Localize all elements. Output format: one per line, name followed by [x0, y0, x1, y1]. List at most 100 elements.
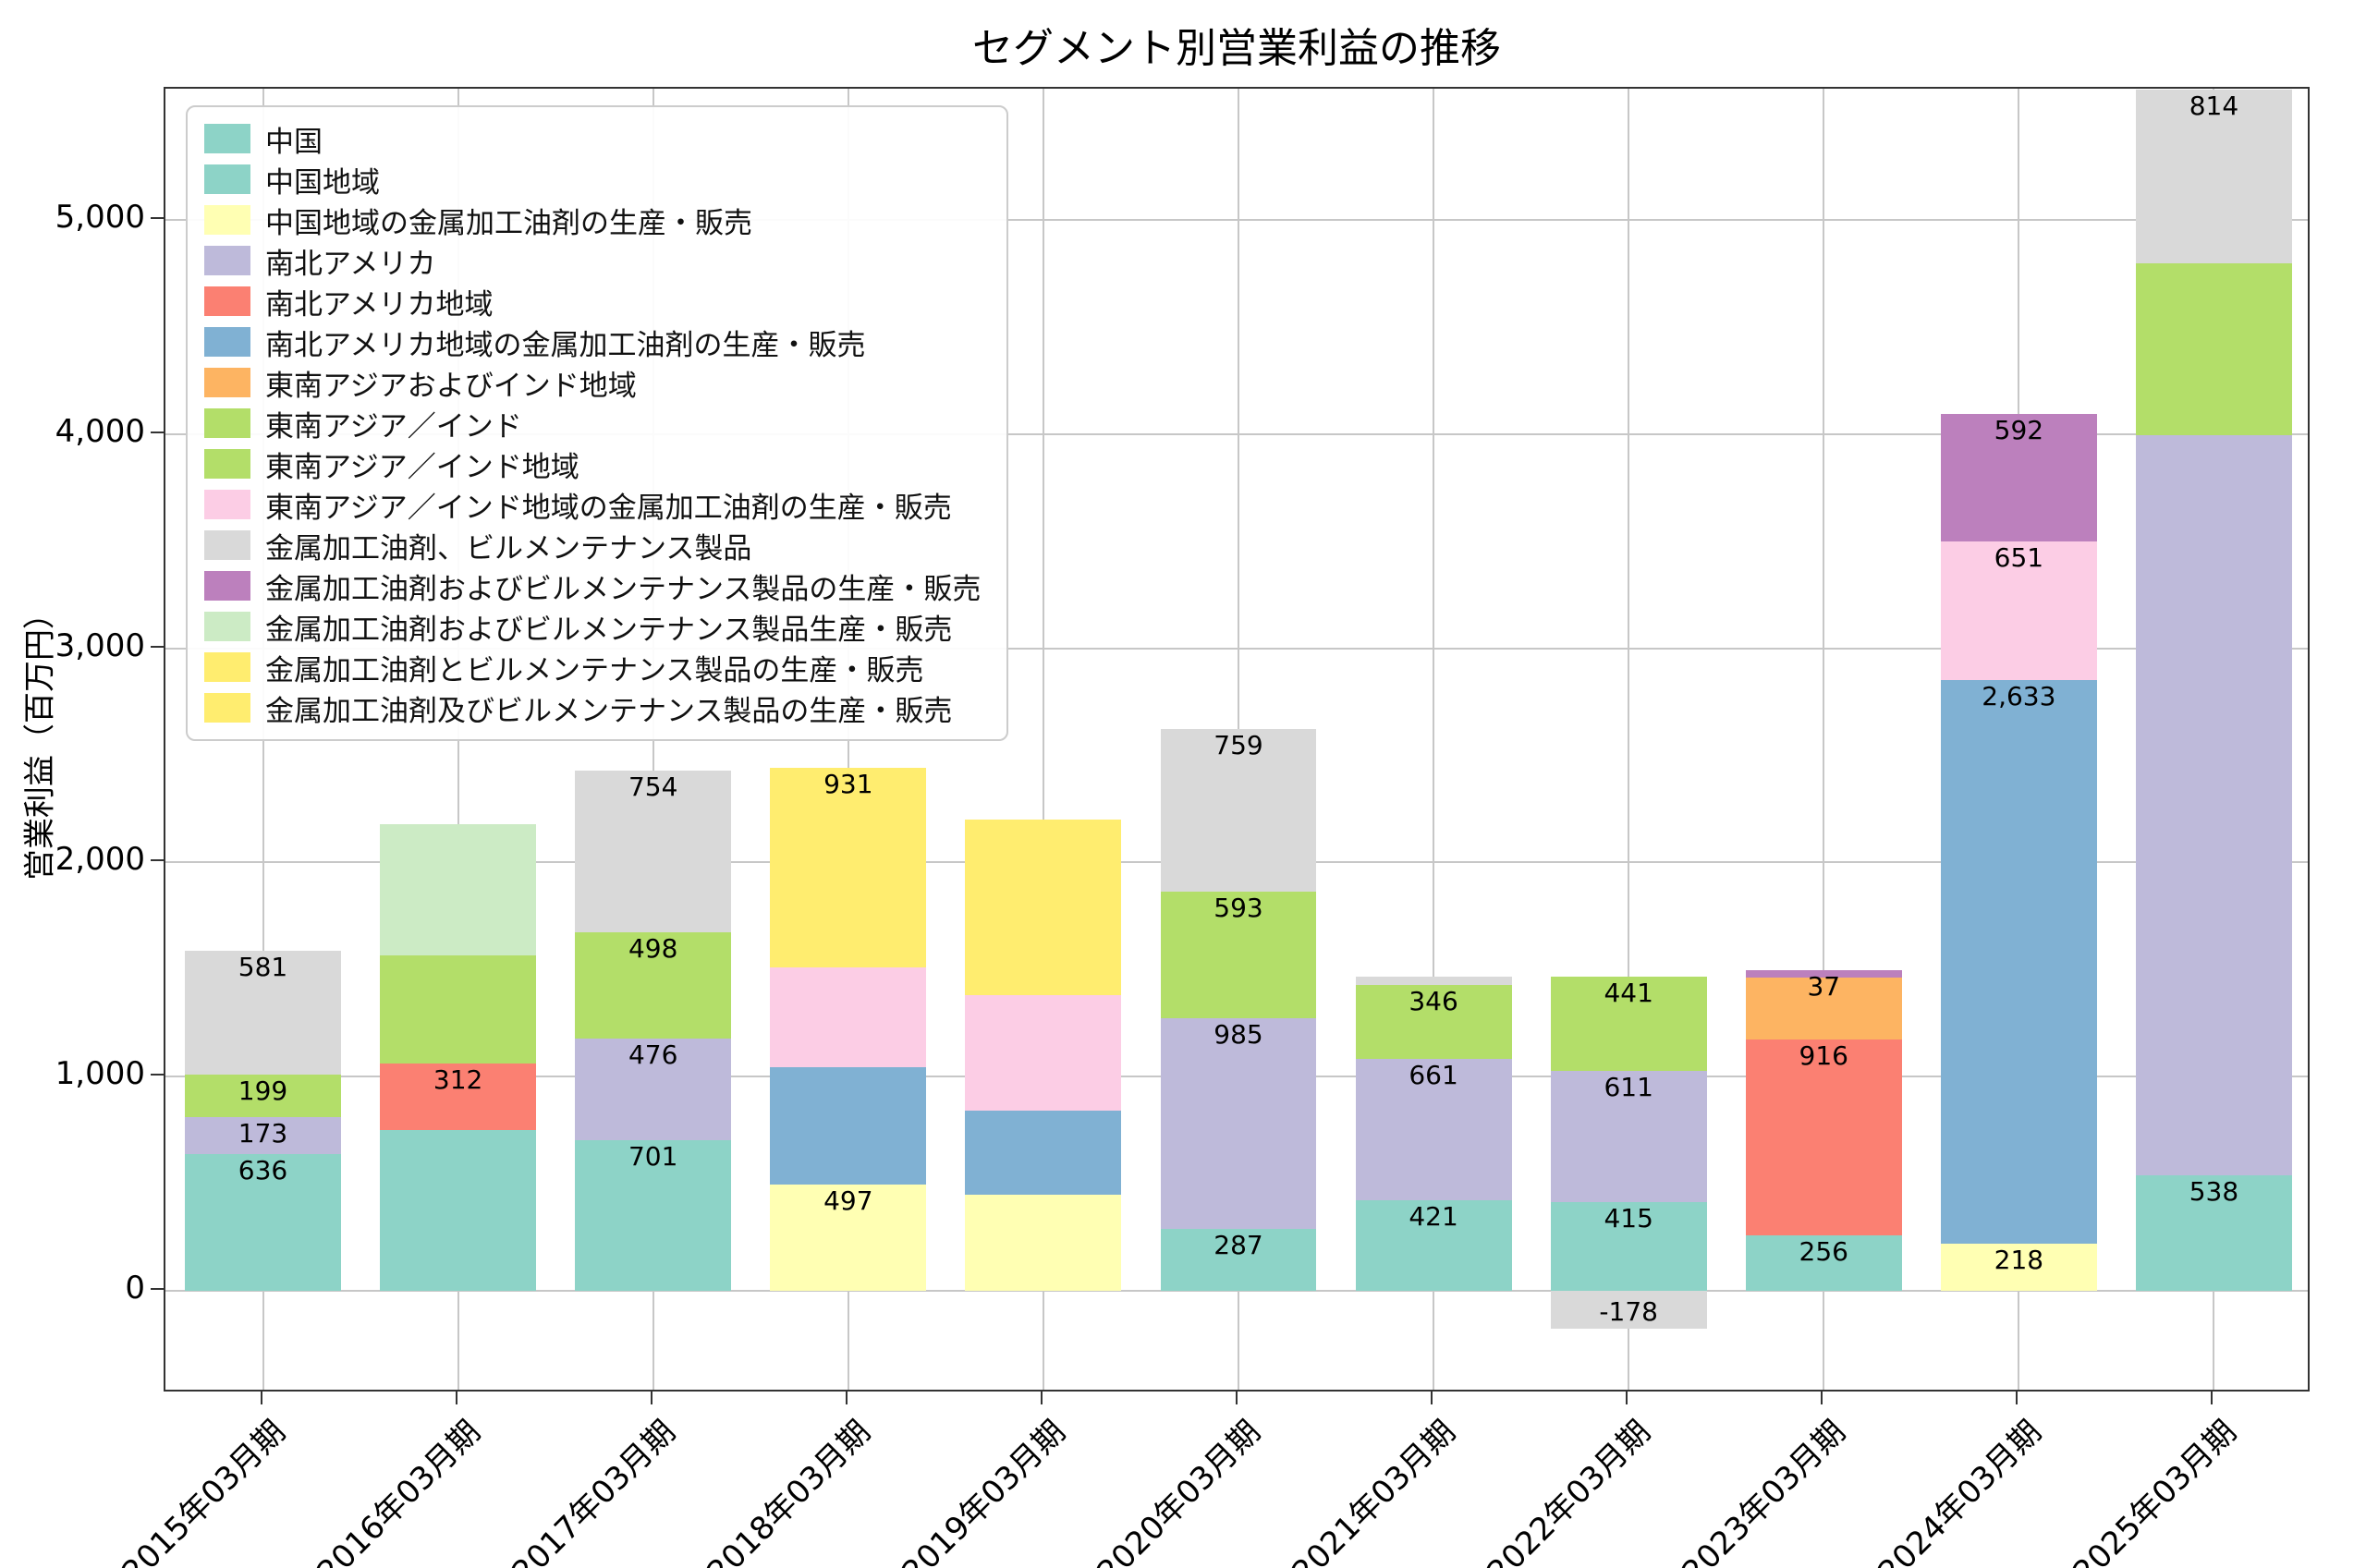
legend-row: 中国 [204, 118, 981, 159]
legend-swatch [204, 693, 250, 723]
bar-value-label: 931 [823, 768, 873, 799]
legend-swatch [204, 286, 250, 316]
x-tick-mark [1626, 1392, 1628, 1404]
bar-segment [575, 931, 732, 1039]
x-tick-label: 2021年03月期 [1285, 1413, 1464, 1568]
legend-label: 中国 [265, 125, 323, 159]
legend-row: 東南アジア／インド [204, 403, 981, 444]
bar-segment [2136, 263, 2292, 435]
legend-label: 東南アジア／インド地域の金属加工油剤の生産・販売 [265, 491, 952, 525]
gridline-horizontal [165, 219, 2308, 222]
bar-value-label: 312 [433, 1064, 483, 1095]
legend-label: 金属加工油剤およびビルメンテナンス製品生産・販売 [265, 613, 953, 647]
legend-label: 中国地域 [265, 165, 380, 200]
bar-value-label: 441 [1604, 977, 1653, 1008]
legend-swatch [204, 327, 250, 357]
legend-row: 南北アメリカ地域の金属加工油剤の生産・販売 [204, 322, 981, 362]
bar-value-label: 592 [1994, 415, 2044, 446]
bar-segment [185, 1117, 341, 1155]
bar-value-label: 218 [1994, 1245, 2044, 1276]
legend-row: 金属加工油剤およびビルメンテナンス製品の生産・販売 [204, 565, 981, 606]
x-tick-label: 2020年03月期 [1090, 1413, 1268, 1568]
y-tick-label: 1,000 [55, 1055, 145, 1093]
bar-segment [380, 824, 537, 955]
bar-segment [1550, 1071, 1707, 1202]
bar-value-label: 346 [1409, 985, 1458, 1016]
y-tick-label: 3,000 [55, 626, 145, 664]
y-tick-mark [151, 859, 164, 862]
x-tick-mark [1040, 1392, 1043, 1404]
x-tick-label: 2015年03月期 [115, 1413, 293, 1568]
legend-row: 東南アジア／インド地域 [204, 444, 981, 484]
bar-segment [1745, 1235, 1902, 1291]
bar-segment [1550, 976, 1707, 1072]
bar-segment [2136, 1175, 2292, 1291]
legend-swatch [204, 571, 250, 601]
bar-segment [770, 966, 927, 1068]
bar-value-label: 759 [1213, 729, 1263, 760]
y-tick-mark [151, 432, 164, 434]
bar-segment [965, 1194, 1122, 1291]
bar-segment [380, 1130, 537, 1291]
bar-segment [770, 1067, 927, 1185]
bar-segment [965, 820, 1122, 996]
gridline-vertical [1433, 89, 1435, 1390]
plot-area: 636 173 199 581 312 701 476 498 754 497 931 287 985 5… [164, 87, 2310, 1392]
legend-swatch [204, 612, 250, 641]
bar-value-label: 814 [2189, 90, 2239, 121]
bar-segment [1355, 984, 1512, 1060]
bar-segment [1355, 976, 1512, 985]
bar-segment [380, 954, 537, 1064]
bar-value-label: 498 [628, 932, 678, 964]
bar-value-label: 985 [1213, 1019, 1263, 1051]
legend-label: 中国地域の金属加工油剤の生産・販売 [265, 206, 752, 240]
y-tick-label: 5,000 [55, 199, 145, 237]
gridline-vertical [1042, 89, 1044, 1390]
bar-segment [380, 1063, 537, 1131]
bar-value-label: 701 [628, 1141, 678, 1173]
bar-segment [1550, 1201, 1707, 1291]
bar-value-label: 754 [628, 772, 678, 803]
bar-value-label: 611 [1604, 1072, 1653, 1103]
bar-segment [1355, 1059, 1512, 1201]
bar-segment [770, 767, 927, 967]
x-tick-label: 2025年03月期 [2066, 1413, 2244, 1568]
bar-segment [965, 995, 1122, 1112]
legend-row: 中国地域 [204, 159, 981, 200]
legend-row: 東南アジア／インド地域の金属加工油剤の生産・販売 [204, 484, 981, 525]
y-tick-label: 2,000 [55, 841, 145, 879]
legend-row: 金属加工油剤及びビルメンテナンス製品の生産・販売 [204, 687, 981, 728]
bar-value-label: 287 [1213, 1230, 1263, 1261]
bar-value-label: -178 [1599, 1296, 1658, 1328]
bar-value-label: 476 [628, 1039, 678, 1071]
bar-segment [965, 1111, 1122, 1195]
x-tick-label: 2019年03月期 [895, 1413, 1073, 1568]
x-tick-mark [260, 1392, 262, 1404]
bar-value-label: 37 [1807, 970, 1841, 1002]
legend-swatch [204, 449, 250, 479]
gridline-vertical [1628, 89, 1630, 1390]
legend-label: 金属加工油剤及びビルメンテナンス製品の生産・販売 [265, 694, 953, 728]
bar-segment [185, 950, 341, 1076]
legend-swatch [204, 205, 250, 235]
legend-swatch [204, 246, 250, 275]
x-tick-mark [455, 1392, 457, 1404]
x-tick-mark [2211, 1392, 2214, 1404]
legend-label: 南北アメリカ地域 [265, 287, 494, 322]
legend-row: 金属加工油剤およびビルメンテナンス製品生産・販売 [204, 606, 981, 647]
bar-value-label: 581 [238, 951, 288, 982]
bar-value-label: 593 [1213, 892, 1263, 923]
x-tick-mark [845, 1392, 848, 1404]
gridline-horizontal [165, 647, 2308, 650]
y-tick-mark [151, 217, 164, 220]
bar-value-label: 256 [1799, 1236, 1848, 1268]
y-tick-mark [151, 1074, 164, 1076]
bar-segment [1940, 1244, 2097, 1291]
legend-swatch [204, 652, 250, 682]
legend-swatch [204, 124, 250, 153]
y-tick-label: 0 [125, 1269, 145, 1307]
bars-layer [165, 89, 2308, 1390]
bar-segment [1160, 728, 1317, 892]
legend-row: 中国地域の金属加工油剤の生産・販売 [204, 200, 981, 240]
bar-segment [1940, 680, 2097, 1245]
